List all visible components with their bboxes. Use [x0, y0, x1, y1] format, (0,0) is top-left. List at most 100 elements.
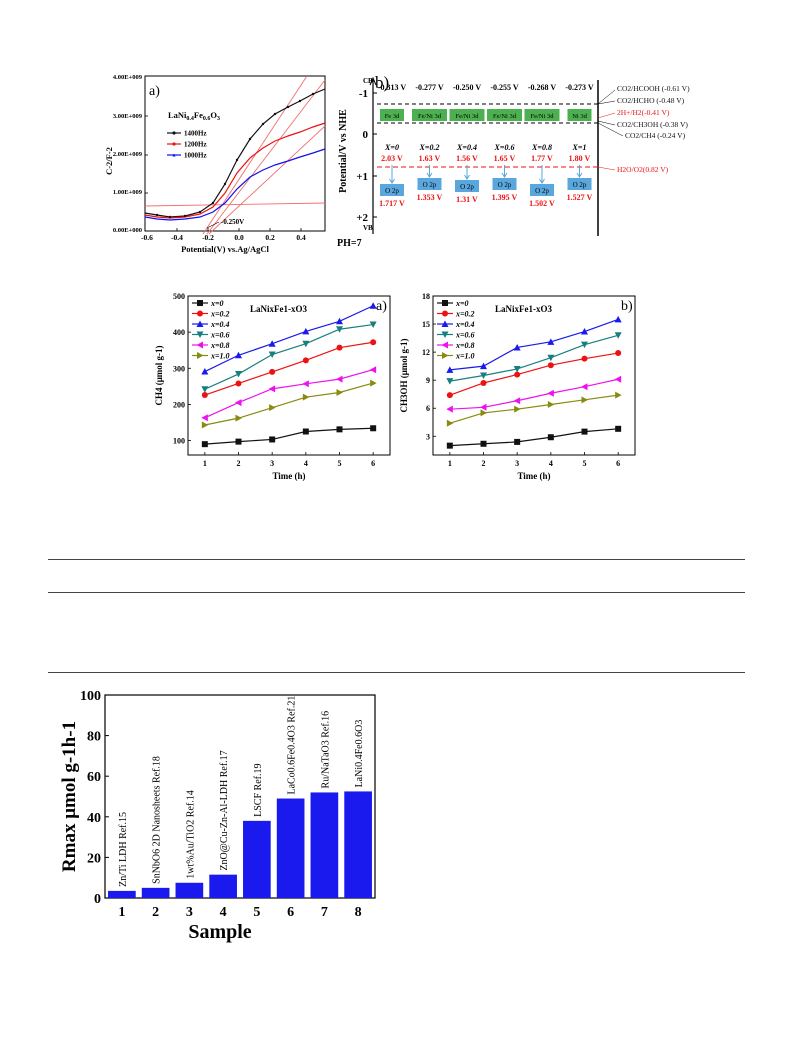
arrow-head	[539, 178, 545, 184]
data-point	[514, 371, 521, 378]
data-point	[442, 352, 449, 359]
data-point	[235, 399, 242, 407]
legend-entry: x=0.8	[455, 341, 475, 350]
series-line	[449, 428, 619, 447]
panel-label: b)	[375, 73, 389, 92]
xtick-label: 3	[270, 459, 274, 468]
potential-label: 2H+/H2(-0.41 V)	[617, 108, 670, 117]
xtick-label: 2	[237, 459, 241, 468]
data-point	[302, 380, 309, 388]
band-gap-value: 1.63 V	[419, 154, 441, 163]
data-point	[201, 421, 209, 429]
band-diagram-figure: b) CB VB Potential/V vs NHE PH=7 -1 0 +1…	[337, 73, 690, 249]
cb-box	[487, 109, 522, 121]
data-point	[581, 428, 588, 435]
ytick-label: 100	[80, 689, 101, 704]
xtick-label: 1	[203, 459, 207, 468]
data-point	[196, 320, 204, 327]
data-point	[446, 392, 453, 399]
cb-box-label: Fe/Ni 3d	[456, 113, 480, 120]
data-point	[614, 332, 622, 339]
series-line	[204, 323, 374, 390]
data-point	[370, 339, 377, 346]
data-point	[547, 362, 554, 369]
data-point	[201, 414, 208, 422]
data-point	[442, 300, 448, 306]
series-line	[204, 341, 374, 396]
xtick-label: 0.4	[296, 233, 306, 242]
data-point	[480, 379, 487, 386]
data-point	[480, 372, 487, 379]
xtick-label: 6	[371, 459, 375, 468]
vb-box-label: O 2p	[423, 181, 437, 189]
xtick-label: 5	[338, 459, 342, 468]
series-line	[449, 378, 619, 410]
series-line	[204, 427, 374, 445]
y-axis-label: CH4 (μmol g-1)	[154, 345, 164, 405]
bar	[108, 890, 136, 898]
xtick-label: 4	[220, 905, 227, 920]
xtick-label: 8	[355, 905, 362, 920]
ch4-chart: 1 2 3 4 5 6 100 200 300 400 500 Time (h) CH4 (μmol g…	[154, 292, 391, 481]
cb-box-label: Ni 3d	[572, 113, 587, 120]
vb-value: 1.502 V	[529, 199, 555, 208]
cb-box-label: Fe/Ni 3d	[531, 113, 555, 120]
data-point	[369, 321, 377, 329]
cb-box-label: Fe/Ni 3d	[493, 113, 517, 120]
data-point	[302, 428, 309, 435]
data-point	[235, 351, 242, 359]
data-point	[446, 366, 454, 373]
data-point	[581, 355, 588, 362]
vb-label: VB	[363, 224, 373, 232]
xtick-label: -0.2	[202, 233, 214, 242]
xtick-label: -0.4	[171, 233, 183, 242]
series-line	[449, 318, 619, 371]
rmax-bar-chart: 0 20 40 60 80 100 1 Zn/Ti LDH Ref.15 2 SnNbO6 2D …	[59, 689, 376, 943]
ph-label: PH=7	[337, 238, 362, 249]
ytick-label: 3.00E+009	[113, 113, 143, 120]
data-point	[235, 371, 242, 378]
cb-box	[567, 109, 592, 121]
ytick-label: 0.00E+000	[113, 227, 142, 234]
data-point	[336, 344, 343, 351]
xtick-label: 4	[549, 459, 553, 468]
data-point	[513, 365, 521, 373]
vb-box	[380, 184, 404, 196]
data-point	[336, 317, 343, 325]
data-point	[201, 368, 209, 375]
xtick-label: 6	[616, 459, 620, 468]
x-axis-label: Time (h)	[517, 471, 550, 481]
legend-entry: x=0.4	[210, 320, 230, 329]
y-axis-label: CH3OH (μmol g-1)	[399, 338, 409, 412]
xtick-label: 6	[287, 905, 294, 920]
data-point	[302, 357, 309, 364]
data-point	[614, 315, 622, 323]
ytick-label: 9	[426, 376, 430, 385]
data-point	[196, 331, 204, 338]
data-point	[547, 389, 554, 397]
arrow-head	[464, 174, 470, 180]
data-point	[480, 362, 487, 370]
plot-frame	[144, 75, 326, 232]
cb-value: -0.273 V	[565, 83, 594, 92]
band-gap-value: 1.80 V	[569, 154, 591, 163]
x-axis-label: Potential(V) vs.Ag/AgCl	[181, 244, 269, 254]
data-point	[370, 425, 377, 432]
cb-value: -0.255 V	[490, 83, 519, 92]
y-axis-label: Potential/V vs NHE	[338, 109, 349, 193]
data-point	[336, 326, 343, 333]
y-axis-label: C-2/F-2	[104, 147, 114, 175]
data-point	[268, 385, 276, 393]
band-gap-value: 1.65 V	[494, 154, 516, 163]
arrow-head	[389, 178, 395, 184]
panel-label: a)	[149, 84, 160, 99]
table-top-rule	[48, 559, 745, 560]
data-point	[302, 393, 310, 401]
ytick-label: 3	[426, 432, 430, 441]
vb-box	[567, 178, 592, 190]
x-axis-label: Time (h)	[272, 471, 305, 481]
bar	[141, 887, 170, 898]
legend-entry: x=1.0	[210, 352, 230, 361]
ytick-label: 500	[173, 292, 185, 301]
data-point	[446, 405, 453, 413]
